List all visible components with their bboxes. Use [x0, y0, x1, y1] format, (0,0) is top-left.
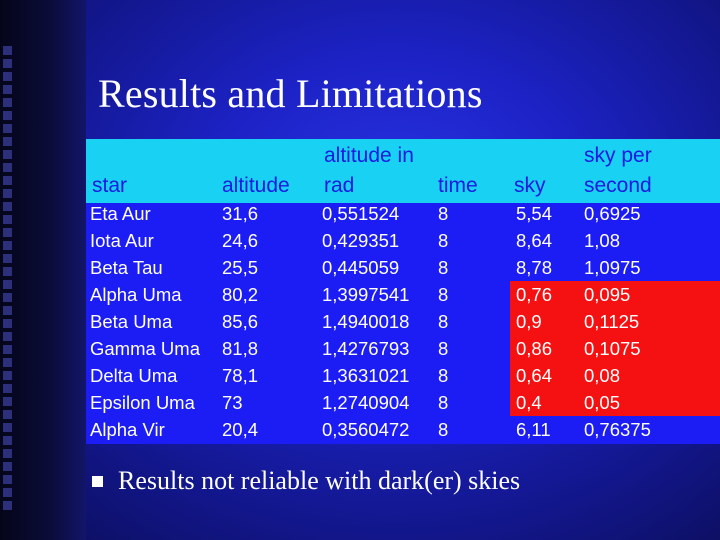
header-altitude: altitude [222, 174, 290, 197]
sky-per-second-cell: 0,095 [584, 284, 631, 305]
sky-per-second-cell: 0,1125 [584, 311, 640, 332]
sky-cell: 8,64 [516, 230, 553, 251]
star-cell: Alpha Vir [90, 419, 165, 440]
sky-cell: 6,11 [516, 419, 551, 440]
altitude-cell: 20,4 [222, 419, 259, 440]
left-decor-strip [0, 0, 86, 540]
sky-per-second-cell: 0,05 [584, 392, 621, 413]
altitude-cell: 80,2 [222, 284, 259, 305]
star-cell: Alpha Uma [90, 284, 182, 305]
sky-per-second-cell: 1,0975 [584, 257, 641, 278]
star-cell: Beta Tau [90, 257, 163, 278]
sky-cell: 0,9 [516, 311, 542, 332]
bullet-text: Results not reliable with dark(er) skies [118, 466, 521, 495]
table-header-band [86, 139, 720, 203]
sky-cell: 0,64 [516, 365, 553, 386]
altitude-rad-cell: 1,4940018 [322, 311, 410, 332]
altitude-cell: 24,6 [222, 230, 259, 251]
highlight-block [510, 281, 720, 416]
sky-per-second-cell: 0,1075 [584, 338, 641, 359]
altitude-rad-cell: 0,445059 [322, 257, 400, 278]
bullet-marker [92, 476, 103, 487]
altitude-rad-cell: 0,551524 [322, 203, 400, 224]
altitude-cell: 73 [222, 392, 243, 413]
altitude-cell: 78,1 [222, 365, 259, 386]
altitude-cell: 81,8 [222, 338, 259, 359]
sky-per-second-cell: 0,6925 [584, 203, 641, 224]
header-time: time [438, 174, 478, 197]
star-cell: Epsilon Uma [90, 392, 195, 413]
results-table: star altitude altitude in rad time sky s… [86, 139, 720, 444]
star-cell: Eta Aur [90, 203, 151, 224]
header-star: star [92, 174, 128, 197]
altitude-rad-cell: 1,2740904 [322, 392, 410, 413]
time-cell: 8 [438, 284, 449, 305]
header-sky-per-second-line1: sky per [584, 144, 652, 167]
time-cell: 8 [438, 338, 449, 359]
time-cell: 8 [438, 365, 449, 386]
altitude-rad-cell: 0,429351 [322, 230, 400, 251]
altitude-cell: 85,6 [222, 311, 259, 332]
sky-cell: 0,76 [516, 284, 553, 305]
header-sky-per-second-line2: second [584, 174, 652, 197]
star-cell: Delta Uma [90, 365, 178, 386]
altitude-rad-cell: 0,3560472 [322, 419, 410, 440]
altitude-rad-cell: 1,4276793 [322, 338, 410, 359]
time-cell: 8 [438, 419, 449, 440]
altitude-cell: 25,5 [222, 257, 259, 278]
time-cell: 8 [438, 230, 449, 251]
star-cell: Gamma Uma [90, 338, 200, 359]
sky-cell: 0,86 [516, 338, 553, 359]
time-cell: 8 [438, 257, 449, 278]
sky-cell: 8,78 [516, 257, 553, 278]
sky-cell: 5,54 [516, 203, 553, 224]
decor-squares [3, 46, 17, 526]
sky-per-second-cell: 0,76375 [584, 419, 651, 440]
time-cell: 8 [438, 203, 449, 224]
altitude-rad-cell: 1,3997541 [322, 284, 410, 305]
star-cell: Iota Aur [90, 230, 154, 251]
header-altitude-rad-line1: altitude in [324, 144, 414, 167]
slide-title: Results and Limitations [98, 71, 483, 116]
altitude-rad-cell: 1,3631021 [322, 365, 410, 386]
sky-per-second-cell: 0,08 [584, 365, 621, 386]
header-sky: sky [514, 174, 546, 197]
sky-cell: 0,4 [516, 392, 542, 413]
sky-per-second-cell: 1,08 [584, 230, 621, 251]
header-altitude-rad-line2: rad [324, 174, 355, 197]
time-cell: 8 [438, 311, 449, 332]
time-cell: 8 [438, 392, 449, 413]
altitude-cell: 31,6 [222, 203, 259, 224]
star-cell: Beta Uma [90, 311, 173, 332]
